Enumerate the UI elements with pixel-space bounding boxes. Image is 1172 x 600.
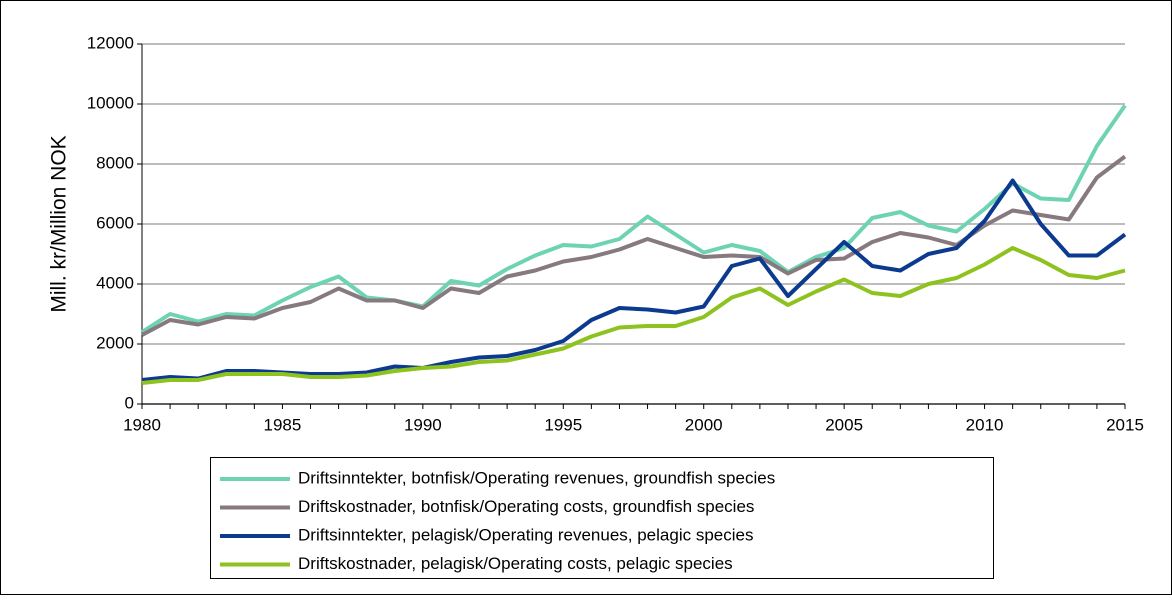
- y-tick-label: 10000: [87, 93, 134, 112]
- y-tick-label: 12000: [87, 33, 134, 52]
- y-axis-label: Mill. kr/Million NOK: [48, 135, 71, 312]
- legend-label: Driftsinntekter, pelagisk/Operating reve…: [298, 525, 753, 544]
- x-tick-label: 1995: [544, 415, 582, 434]
- x-tick-label: 1990: [404, 415, 442, 434]
- y-tick-label: 2000: [96, 333, 134, 352]
- x-tick-label: 1985: [264, 415, 302, 434]
- line: [141, 246, 1126, 385]
- x-tick-label: 1980: [123, 415, 161, 434]
- x-tick-label: 2015: [1106, 415, 1144, 434]
- y-tick-label: 4000: [96, 273, 134, 292]
- legend-label: Driftskostnader, botnfisk/Operating cost…: [298, 497, 754, 516]
- y-tick-label: 0: [125, 393, 134, 412]
- line: [141, 178, 1127, 382]
- x-tick-label: 2005: [825, 415, 863, 434]
- y-tick-label: 8000: [96, 153, 134, 172]
- legend: [210, 457, 994, 579]
- line: [140, 104, 1127, 334]
- legend-label: Driftskostnader, pelagisk/Operating cost…: [298, 554, 733, 573]
- legend-label: Driftsinntekter, botnfisk/Operating reve…: [298, 468, 775, 487]
- x-tick-label: 2010: [966, 415, 1004, 434]
- x-tick-label: 2000: [685, 415, 723, 434]
- y-tick-label: 6000: [96, 213, 134, 232]
